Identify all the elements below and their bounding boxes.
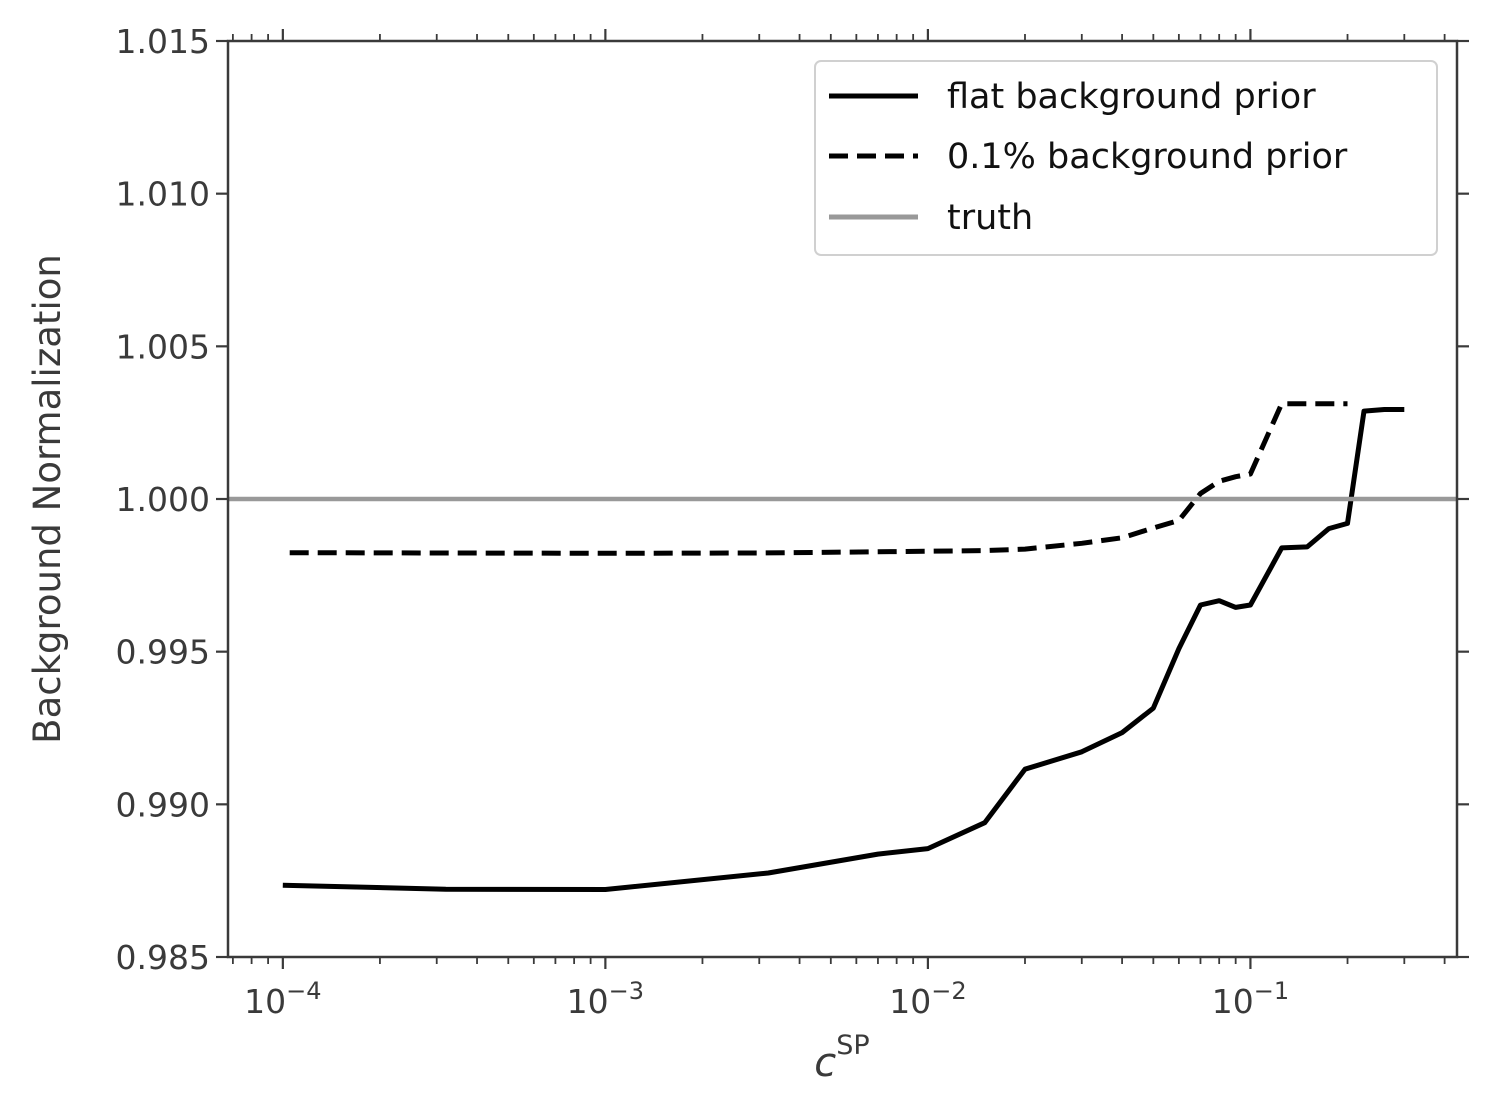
plot-frame [226,39,1459,959]
x-tick-label-exponent: −3 [609,977,644,1005]
series-line-flat-prior [282,407,1405,892]
series-layer [228,401,1457,892]
legend-label-dashed: 0.1% background prior [947,137,1348,177]
series-line-background-prior [289,401,1348,556]
x-tick-label: 10−4 [244,977,321,1021]
x-tick-label: 10−1 [1212,977,1289,1021]
y-tick-label: 0.985 [116,938,210,977]
y-tick-label: 1.005 [116,327,210,366]
x-tick-label-exponent: −2 [931,977,966,1005]
y-tick-label: 1.015 [116,22,210,61]
x-tick-label-base: 10 [1212,982,1254,1021]
y-tick-label: 0.990 [116,785,210,824]
x-tick-label-base: 10 [889,982,931,1021]
x-tick-label-exponent: −1 [1254,977,1289,1005]
y-tick-label: 1.010 [116,175,210,214]
y-tick-label: 0.995 [116,633,210,672]
x-tick-label-base: 10 [244,982,286,1021]
x-axis-label: cSP [814,1030,869,1086]
x-axis-label-base: c [814,1040,836,1086]
y-tick-label: 1.000 [116,480,210,519]
x-tick-label: 10−3 [567,977,644,1021]
legend: flat background prior 0.1% background pr… [814,60,1438,256]
legend-label-truth: truth [947,198,1033,238]
x-tick-labels: 10−4 10−3 10−2 10−1 [244,977,1289,1021]
y-axis-label: Background Normalization [26,254,69,744]
x-tick-label: 10−2 [889,977,966,1021]
x-tick-label-base: 10 [567,982,609,1021]
x-tick-label-exponent: −4 [286,977,321,1005]
x-axis-label-superscript: SP [836,1030,869,1061]
y-tick-labels: 0.985 0.990 0.995 1.000 1.005 1.010 1.015 [116,22,210,977]
legend-label-flat: flat background prior [947,77,1316,117]
major-ticks [216,29,1469,969]
legend-box [814,60,1438,256]
